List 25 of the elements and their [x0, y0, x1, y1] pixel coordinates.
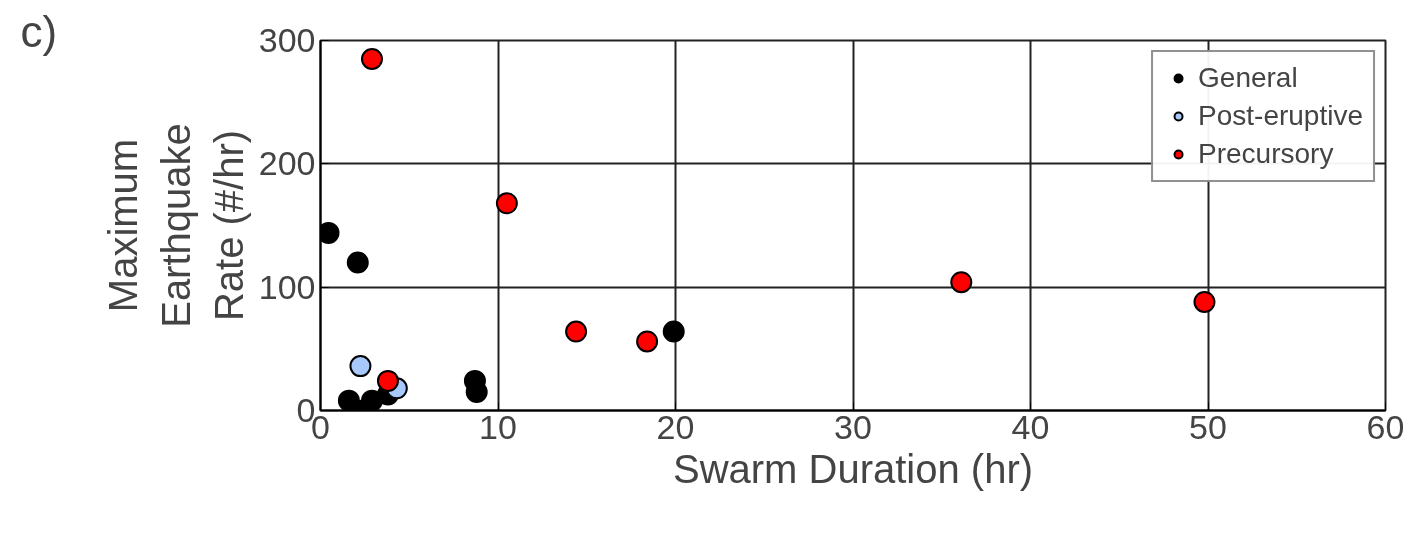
point: [565, 320, 588, 343]
point: [662, 320, 685, 343]
y-tick-label: 200: [258, 144, 316, 183]
legend-label: Precursory: [1198, 138, 1334, 170]
point: [360, 48, 383, 70]
x-tick-label: 20: [656, 407, 695, 446]
x-tick-label: 50: [1189, 407, 1227, 446]
point: [1193, 290, 1216, 313]
point: [376, 369, 399, 392]
y-axis-title: Maximum Earthquake Rate (#/hr): [101, 123, 251, 328]
legend-label: General: [1198, 62, 1298, 94]
x-tick-label: 60: [1366, 407, 1405, 446]
x-tick-label: 30: [834, 407, 872, 446]
text: c): [20, 6, 58, 56]
point: [346, 251, 369, 274]
point: [495, 192, 518, 215]
legend-label: Post-eruptive: [1198, 100, 1363, 132]
point: [950, 271, 973, 294]
point: [349, 355, 372, 378]
y-tick-label: 300: [258, 21, 316, 59]
y-tick-label: 100: [258, 267, 316, 306]
x-tick-label: 10: [479, 407, 517, 446]
x-axis-title: Swarm Duration (hr): [672, 446, 1034, 491]
x-tick-label: 40: [1011, 407, 1050, 446]
point: [636, 330, 659, 353]
